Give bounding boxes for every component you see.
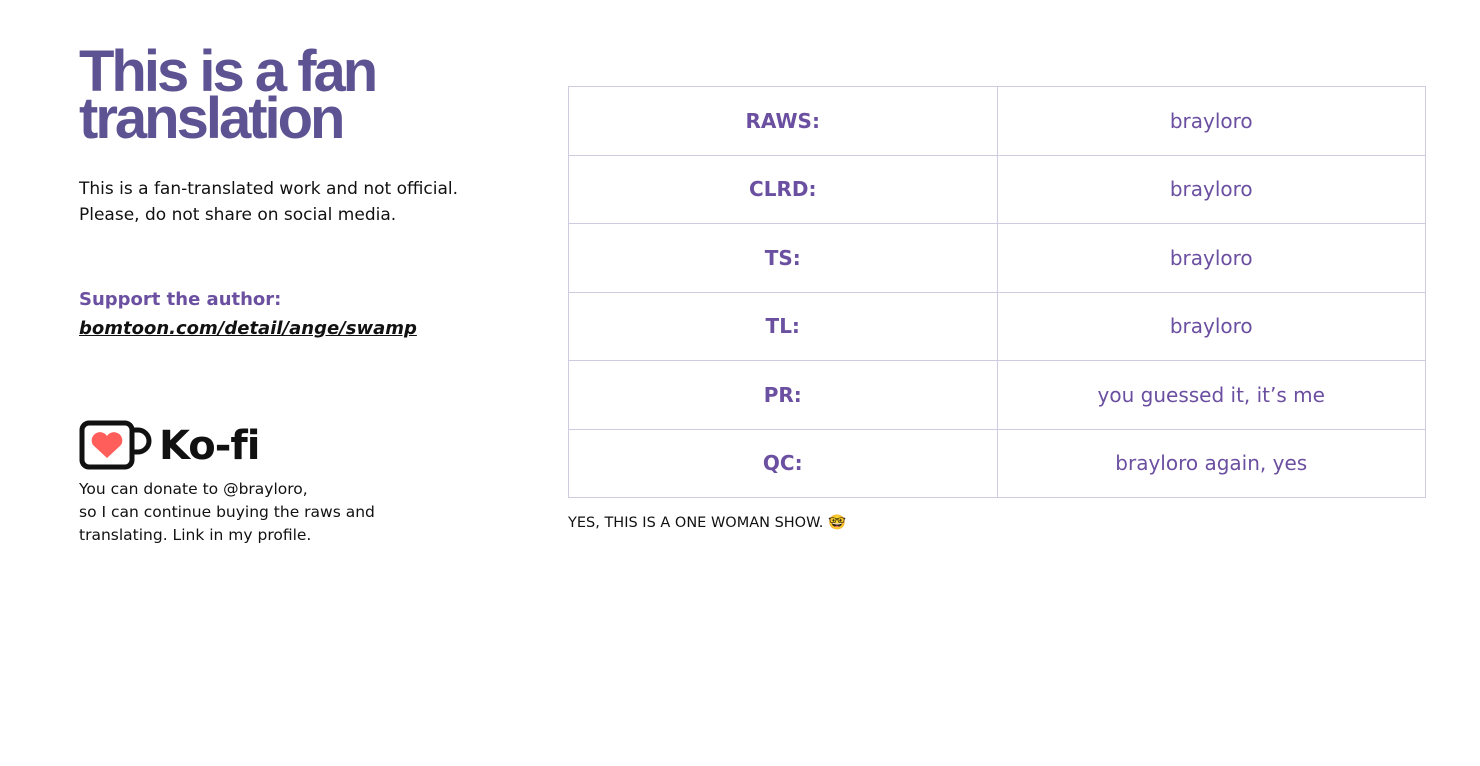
role-cell: TS: <box>568 223 998 293</box>
role-cell: PR: <box>568 360 998 430</box>
nerd-face-icon: 🤓 <box>828 515 847 531</box>
role-cell: QC: <box>568 428 998 498</box>
kofi-wordmark: Ko-fi <box>159 423 260 469</box>
support-section: Support the author: bomtoon.com/detail/a… <box>79 285 417 343</box>
name-cell: brayloro <box>996 223 1426 293</box>
role-cell: CLRD: <box>568 154 998 224</box>
table-row: CLRD: brayloro <box>568 154 1426 224</box>
table-row: QC: brayloro again, yes <box>568 428 1426 498</box>
title-line-1: This is a fan <box>79 39 378 104</box>
name-cell: brayloro <box>996 154 1426 224</box>
name-cell: brayloro <box>996 291 1426 361</box>
role-cell: RAWS: <box>568 86 998 156</box>
role-cell: TL: <box>568 291 998 361</box>
donate-line: You can donate to @brayloro, <box>79 480 308 498</box>
support-link[interactable]: bomtoon.com/detail/ange/swamp <box>79 318 417 339</box>
title-line-2: translation <box>79 86 345 151</box>
page-title: This is a fan translation <box>79 43 378 148</box>
name-cell: brayloro <box>996 86 1426 156</box>
table-row: PR: you guessed it, it’s me <box>568 360 1426 430</box>
donate-text: You can donate to @brayloro, so I can co… <box>79 478 375 547</box>
note-text: YES, THIS IS A ONE WOMAN SHOW. <box>568 515 824 531</box>
kofi-logo[interactable]: Ko-fi <box>79 420 260 472</box>
support-label: Support the author: <box>79 289 282 310</box>
one-woman-show-note: YES, THIS IS A ONE WOMAN SHOW. 🤓 <box>568 514 846 531</box>
name-cell: you guessed it, it’s me <box>996 360 1426 430</box>
intro-text: This is a fan-translated work and not of… <box>79 179 459 225</box>
table-row: TS: brayloro <box>568 223 1426 293</box>
donate-line: translating. Link in my profile. <box>79 526 312 544</box>
table-row: TL: brayloro <box>568 291 1426 361</box>
name-cell: brayloro again, yes <box>996 428 1426 498</box>
credits-table: RAWS: brayloro CLRD: brayloro TS: brayloro … <box>568 86 1426 498</box>
kofi-cup-heart-icon <box>79 420 152 470</box>
donate-line: so I can continue buying the raws and <box>79 503 375 521</box>
table-row: RAWS: brayloro <box>568 86 1426 156</box>
